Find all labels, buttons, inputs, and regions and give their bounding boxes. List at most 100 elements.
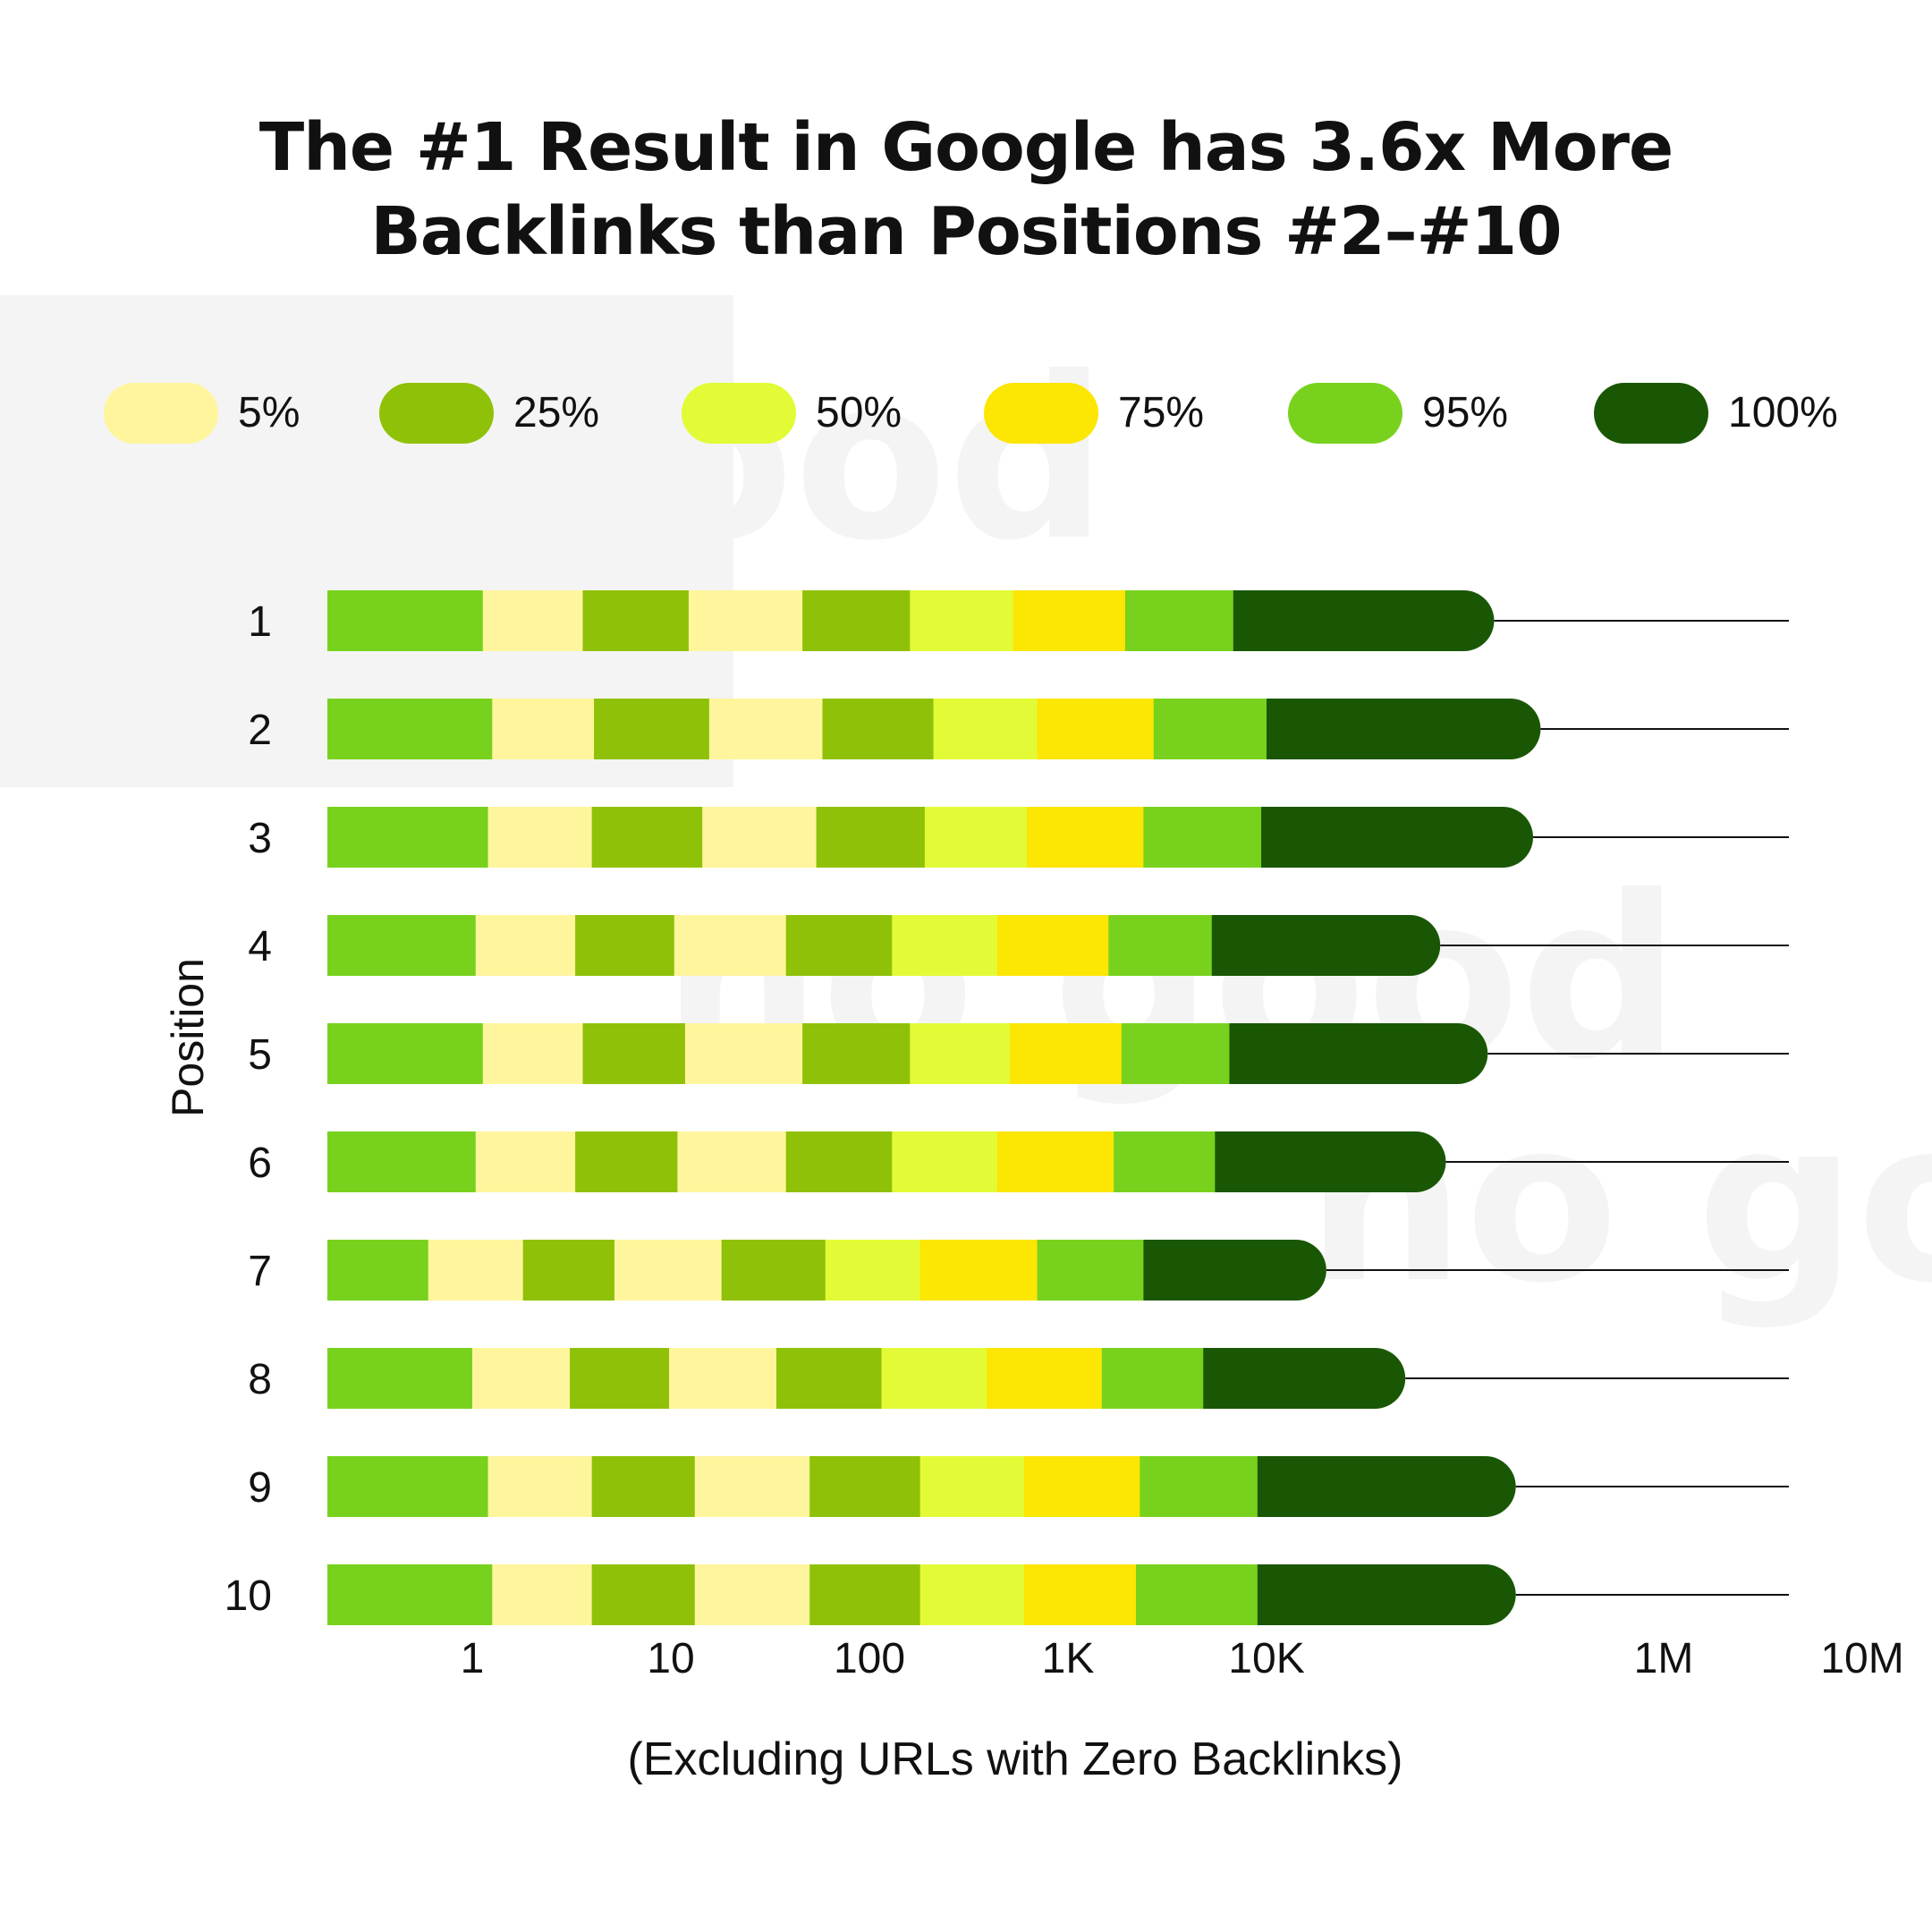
bar-segment xyxy=(487,1456,593,1517)
bar-segment xyxy=(910,590,1014,651)
legend-label: 50% xyxy=(816,389,902,436)
legend-label: 100% xyxy=(1728,389,1838,436)
x-tick-label: 10K xyxy=(1228,1635,1304,1682)
legend-swatch xyxy=(984,383,1098,444)
bar-segment xyxy=(327,590,484,651)
bar-segment xyxy=(1037,699,1155,759)
category-label: 6 xyxy=(248,1140,272,1187)
bar-segment xyxy=(721,1240,826,1301)
bar-segment xyxy=(1124,590,1234,651)
bar-segment xyxy=(1267,699,1541,759)
bar-segment xyxy=(327,915,477,976)
bar-segment xyxy=(702,807,818,868)
bar-segment xyxy=(575,915,675,976)
bar-segment xyxy=(575,1131,679,1192)
bar-segment xyxy=(1136,1564,1258,1625)
category-label: 2 xyxy=(248,707,272,754)
bar-segment xyxy=(522,1240,615,1301)
x-tick-label: 1 xyxy=(461,1635,485,1682)
legend-label: 5% xyxy=(238,389,301,436)
bar-segment xyxy=(933,699,1038,759)
bar-segment xyxy=(785,1131,893,1192)
bar-segment xyxy=(1233,590,1495,651)
bar-segment xyxy=(1010,1023,1123,1084)
x-tick-label: 1M xyxy=(1634,1635,1694,1682)
bar-segment xyxy=(591,807,703,868)
watermark-text: no good xyxy=(89,329,1107,589)
bar-segment xyxy=(594,699,710,759)
bar-segment xyxy=(892,1131,998,1192)
title-line: Backlinks than Positions #2–#10 xyxy=(370,193,1562,270)
bar-segment xyxy=(1143,1240,1326,1301)
bar-segment xyxy=(472,1348,571,1409)
bar-segment xyxy=(327,1240,429,1301)
x-tick-label: 10M xyxy=(1820,1635,1903,1682)
bar-segment xyxy=(919,1456,1025,1517)
bar-segment xyxy=(694,1456,810,1517)
bar-segment xyxy=(582,1023,686,1084)
x-axis-note: (Excluding URLs with Zero Backlinks) xyxy=(627,1733,1403,1785)
bar-segment xyxy=(809,1456,921,1517)
bar-segment xyxy=(582,590,690,651)
x-tick-label: 10 xyxy=(647,1635,694,1682)
watermark-text: no good xyxy=(1306,1072,1932,1332)
bar-segment xyxy=(327,1564,493,1625)
bar-segment xyxy=(1257,1564,1516,1625)
bar-segment xyxy=(1203,1348,1406,1409)
bar-segment xyxy=(570,1348,670,1409)
legend-swatch xyxy=(379,383,494,444)
bar-segment xyxy=(327,1023,484,1084)
category-label: 4 xyxy=(248,923,272,970)
category-label: 10 xyxy=(225,1572,272,1620)
legend-label: 95% xyxy=(1422,389,1509,436)
category-label: 5 xyxy=(248,1031,272,1079)
bar-segment xyxy=(327,1456,489,1517)
bar-segment xyxy=(482,1023,584,1084)
category-label: 1 xyxy=(248,598,272,646)
bar-segment xyxy=(802,590,911,651)
category-label: 3 xyxy=(248,815,272,862)
bar-segment xyxy=(1037,1240,1145,1301)
bar-segment xyxy=(910,1023,1011,1084)
bar-segment xyxy=(1114,1131,1216,1192)
bar-segment xyxy=(327,699,493,759)
bar-segment xyxy=(919,1240,1038,1301)
legend-swatch xyxy=(104,383,218,444)
bar-segment xyxy=(809,1564,921,1625)
bar-segment xyxy=(987,1348,1103,1409)
bar-segment xyxy=(892,915,998,976)
legend-label: 25% xyxy=(513,389,600,436)
bar-segment xyxy=(1023,1564,1137,1625)
bar-segment xyxy=(775,1348,883,1409)
category-label: 8 xyxy=(248,1356,272,1403)
bar-segment xyxy=(591,1564,696,1625)
bar-segment xyxy=(1108,915,1213,976)
bar-segment xyxy=(327,1348,473,1409)
bar-segment xyxy=(674,915,787,976)
bar-segment xyxy=(1013,590,1126,651)
bar-segment xyxy=(996,915,1109,976)
bar-segment xyxy=(996,1131,1114,1192)
x-tick-label: 1K xyxy=(1042,1635,1095,1682)
bar-segment xyxy=(327,807,489,868)
bar-segment xyxy=(825,1240,921,1301)
category-label: 9 xyxy=(248,1464,272,1512)
bar-segment xyxy=(1211,915,1441,976)
bar-segment xyxy=(475,915,576,976)
bar-segment xyxy=(591,1456,696,1517)
bar-segment xyxy=(492,699,595,759)
category-label: 7 xyxy=(248,1248,272,1295)
bar-segment xyxy=(708,699,824,759)
bar-segment xyxy=(1257,1456,1516,1517)
bar-segment xyxy=(1143,807,1262,868)
bar-segment xyxy=(1261,807,1534,868)
legend-swatch xyxy=(1288,383,1402,444)
bar-segment xyxy=(492,1564,593,1625)
bar-segment xyxy=(475,1131,576,1192)
legend-label: 75% xyxy=(1118,389,1205,436)
bar-segment xyxy=(677,1131,787,1192)
bar-segment xyxy=(1026,807,1145,868)
bar-segment xyxy=(684,1023,803,1084)
